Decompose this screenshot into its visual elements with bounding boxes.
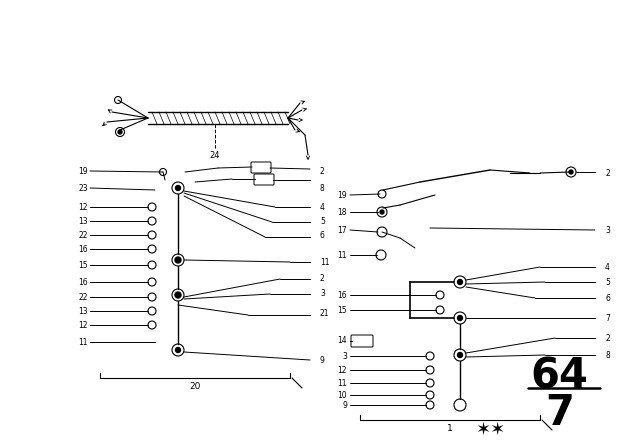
Text: 12: 12 — [79, 320, 88, 329]
Text: 7: 7 — [605, 314, 610, 323]
Text: 2: 2 — [605, 333, 610, 343]
FancyBboxPatch shape — [351, 335, 373, 347]
Text: 11: 11 — [79, 337, 88, 346]
Text: 6: 6 — [320, 231, 325, 240]
Text: 11: 11 — [337, 379, 347, 388]
Text: 16: 16 — [337, 290, 347, 300]
Text: 13: 13 — [78, 306, 88, 315]
Text: 3: 3 — [605, 225, 610, 234]
Text: 15: 15 — [337, 306, 347, 314]
FancyBboxPatch shape — [251, 162, 271, 173]
Text: 16: 16 — [78, 277, 88, 287]
Text: 2: 2 — [320, 167, 324, 176]
Circle shape — [175, 185, 180, 190]
FancyBboxPatch shape — [254, 174, 274, 185]
Text: 64: 64 — [530, 355, 588, 397]
Circle shape — [569, 170, 573, 174]
Circle shape — [118, 130, 122, 134]
Circle shape — [175, 257, 181, 263]
Text: 20: 20 — [189, 382, 201, 391]
Text: 2: 2 — [320, 273, 324, 283]
Text: 4: 4 — [605, 263, 610, 271]
Circle shape — [175, 292, 181, 298]
Text: 14: 14 — [337, 336, 347, 345]
Text: 9: 9 — [320, 356, 325, 365]
Text: 16: 16 — [78, 245, 88, 254]
Text: 11: 11 — [337, 250, 347, 259]
Text: 12: 12 — [79, 202, 88, 211]
Text: 24: 24 — [210, 151, 220, 159]
Text: 17: 17 — [337, 225, 347, 234]
Text: 3: 3 — [320, 289, 325, 297]
Text: 22: 22 — [79, 293, 88, 302]
Text: 5: 5 — [605, 277, 610, 287]
Text: 8: 8 — [605, 350, 610, 359]
Text: 4: 4 — [320, 202, 325, 211]
Text: 5: 5 — [320, 216, 325, 225]
Circle shape — [458, 280, 463, 284]
Text: 19: 19 — [78, 167, 88, 176]
Text: 13: 13 — [78, 216, 88, 225]
Text: 8: 8 — [320, 184, 324, 193]
Circle shape — [458, 315, 463, 320]
Text: 2: 2 — [605, 168, 610, 177]
Text: 18: 18 — [337, 207, 347, 216]
Text: 19: 19 — [337, 190, 347, 199]
Circle shape — [380, 210, 384, 214]
Circle shape — [175, 348, 180, 353]
Text: ✶✶: ✶✶ — [475, 421, 505, 439]
Text: 7: 7 — [545, 392, 574, 434]
Text: 1: 1 — [447, 423, 453, 432]
Text: 23: 23 — [78, 184, 88, 193]
Text: 3: 3 — [342, 352, 347, 361]
Text: 21: 21 — [320, 309, 330, 318]
Text: 10: 10 — [337, 391, 347, 400]
Text: 9: 9 — [342, 401, 347, 409]
Text: 6: 6 — [605, 293, 610, 302]
Circle shape — [458, 353, 463, 358]
Text: 11: 11 — [320, 258, 330, 267]
Text: 22: 22 — [79, 231, 88, 240]
Text: 12: 12 — [337, 366, 347, 375]
Text: 15: 15 — [78, 260, 88, 270]
